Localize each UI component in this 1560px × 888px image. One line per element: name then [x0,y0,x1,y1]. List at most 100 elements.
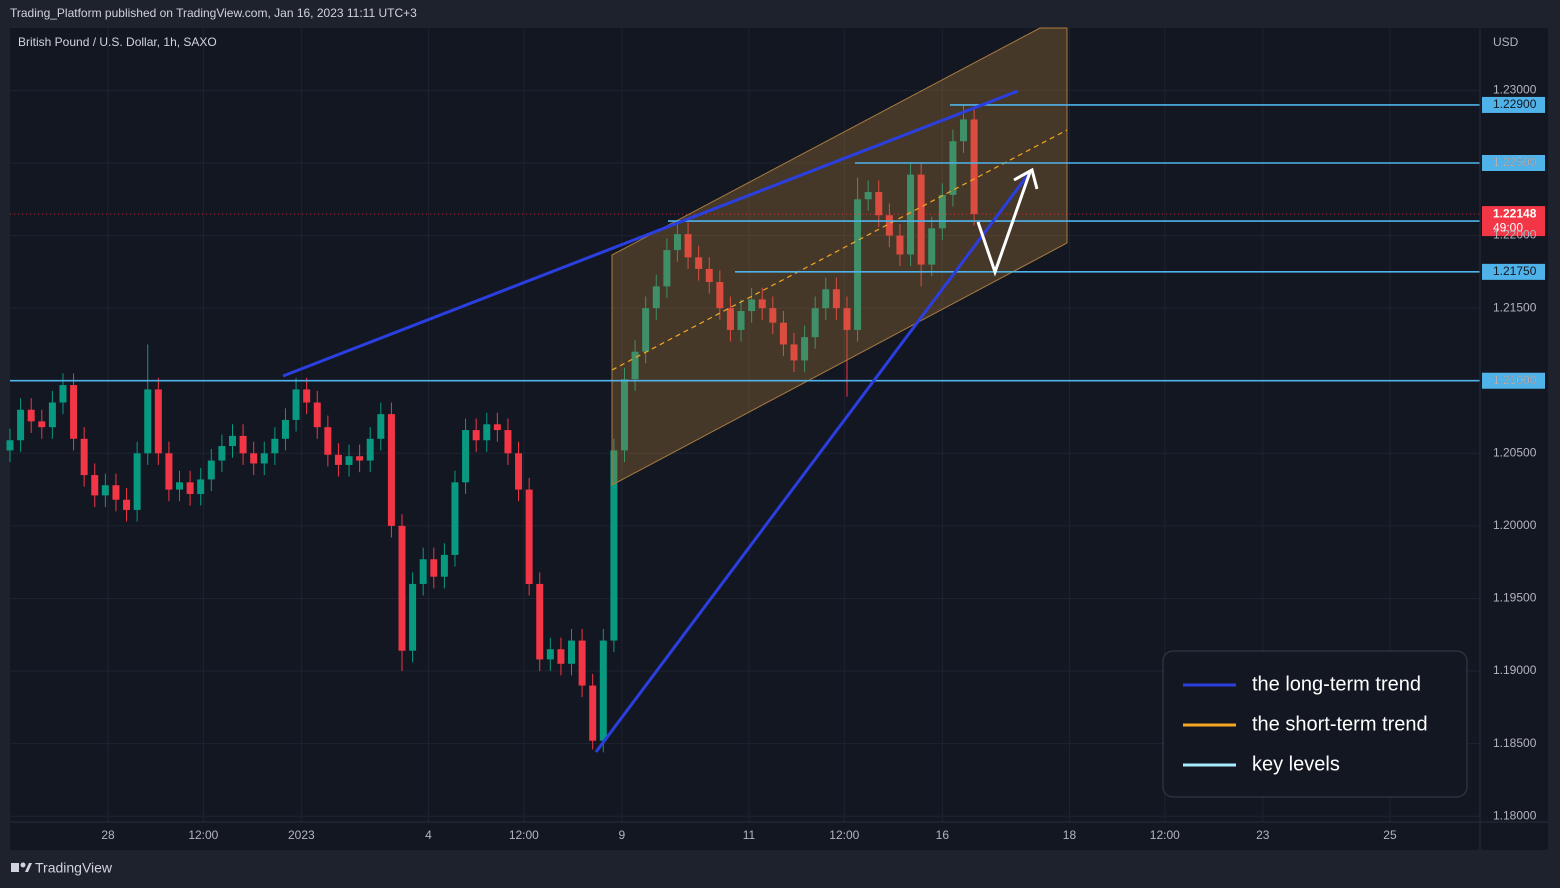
projection-arrow [976,171,1032,277]
candle-body [59,385,67,403]
trendline [594,171,1032,753]
candle-body [207,460,215,480]
candle-body [80,438,88,476]
x-tick-label: 23 [1256,828,1270,842]
y-tick-label: 1.19500 [1493,591,1537,605]
channel-midline [611,129,1068,371]
candle-body [822,289,830,309]
candle-body [726,308,734,330]
candle-body [801,337,809,361]
candles [6,104,978,753]
key-level-label: 1.21750 [1493,264,1537,278]
candle-body [557,649,565,664]
key-level-label: 1.21000 [1493,373,1537,387]
candle-body [292,389,300,420]
candle-body [451,482,459,555]
candle-body [6,440,14,451]
candle-body [366,438,374,461]
candle-body [440,554,448,577]
candle-body [578,640,586,686]
legend-box [1162,650,1468,798]
candle-body [663,250,671,287]
candle-body [176,482,184,490]
brand-logo [20,862,26,868]
candle-body [462,430,470,483]
candle-body [334,454,342,465]
candle-body [101,485,109,496]
candle-body [430,559,438,577]
candle-body [260,453,268,464]
candle-body [970,119,978,215]
candle-body [377,414,385,439]
candle-body [885,215,893,236]
brand: TradingView [11,860,113,876]
candle-body [652,286,660,309]
key-levels: 1.229001.225001.221001.217501.210001.221… [10,96,1545,389]
candle-body [610,450,618,641]
candle-body [398,525,406,651]
candle-body [642,308,650,352]
candle-body [938,194,946,229]
candle-body [896,235,904,255]
candle-body [620,379,628,451]
candle-body [218,446,226,461]
last-price-tag [1482,206,1545,237]
trend-channel [611,27,1068,486]
candle-body [917,174,925,265]
key-level-label: 1.22900 [1493,97,1537,111]
x-tick-label: 12:00 [188,828,218,842]
candle-body [419,559,427,584]
y-tick-label: 1.22500 [1493,155,1537,169]
candle-body [684,234,692,258]
symbol: British Pound / U.S. Dollar, 1h, SAXO [18,35,217,49]
y-tick-label: 1.19000 [1493,663,1537,677]
x-tick-label: 18 [1063,828,1077,842]
x-tick-label: 9 [618,828,625,842]
candle-body [493,424,501,431]
x-tick-label: 16 [936,828,950,842]
axes: 1.18000 1.18500 1.19000 1.19500 1.20000 1.205… [10,28,1548,850]
candle-body [123,499,131,510]
brand-logo [11,863,19,872]
candle-body [228,435,236,447]
countdown: 49:00 [1493,220,1523,234]
x-tick-label: 12:00 [1150,828,1180,842]
candle-body [239,435,247,454]
y-tick-label: 1.20000 [1493,518,1537,532]
candle-body [133,453,141,510]
key-level-tag [1482,96,1545,113]
candle-body [875,192,883,216]
legend-label: the long-term trend [1252,673,1421,695]
candle-body [737,311,745,330]
trendline [282,89,1019,378]
candle-body [843,308,851,330]
x-tick-label: 4 [425,828,432,842]
y-tick-label: 1.18500 [1493,736,1537,750]
candle-body [27,409,35,422]
candle-body [345,456,353,465]
candle-body [779,322,787,345]
candle-body [769,308,777,323]
candle-body [673,234,681,251]
candle-body [960,119,968,142]
candle-body [112,485,120,500]
candle-body [631,351,639,380]
key-level-tag [1482,154,1545,171]
candle-body [504,430,512,454]
candle-body [70,385,78,439]
candle-body [324,427,332,455]
candle-body [154,389,162,454]
y-tick-label: 1.22000 [1493,228,1537,242]
candle-body [928,228,936,265]
candle-body [854,199,862,330]
candle-body [281,419,289,439]
x-tick-label: 25 [1383,828,1397,842]
grid [10,28,1480,822]
key-level-tag [1482,263,1545,280]
candle-body [546,649,554,660]
legend-label: the short-term trend [1252,713,1428,735]
candle-body [525,489,533,584]
candle-body [832,289,840,309]
